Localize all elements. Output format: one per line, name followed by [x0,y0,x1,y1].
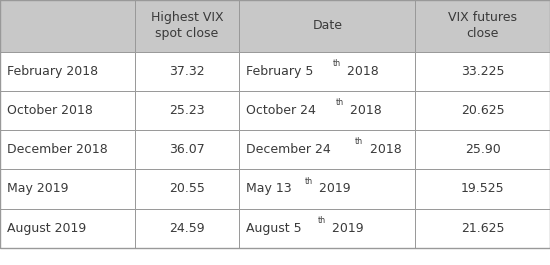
Text: 20.55: 20.55 [169,182,205,196]
Bar [415,52,550,91]
Text: May 13: May 13 [246,182,292,196]
Text: August 2019: August 2019 [7,222,86,235]
Text: Date: Date [312,19,342,32]
Text: May 2019: May 2019 [7,182,68,196]
Text: th: th [333,59,341,68]
Text: 24.59: 24.59 [169,222,205,235]
Bar [135,130,239,169]
Text: th: th [355,137,364,146]
Bar [0,0,135,52]
Text: December 2018: December 2018 [7,143,107,156]
Bar [415,209,550,248]
Bar [0,209,135,248]
Text: th: th [317,216,326,225]
Text: August 5: August 5 [246,222,301,235]
Bar [415,169,550,209]
Text: October 24: October 24 [246,104,316,117]
Text: 2019: 2019 [328,222,364,235]
Text: October 2018: October 2018 [7,104,92,117]
Text: th: th [305,176,313,186]
Bar [415,0,550,52]
Bar [239,91,415,130]
Bar [239,130,415,169]
Text: February 5: February 5 [246,65,313,78]
Text: 37.32: 37.32 [169,65,205,78]
Bar [415,130,550,169]
Text: th: th [336,98,344,107]
Bar [239,209,415,248]
Text: 2019: 2019 [315,182,351,196]
Bar [0,169,135,209]
Bar [135,0,239,52]
Text: February 2018: February 2018 [7,65,98,78]
Bar [415,91,550,130]
Text: VIX futures
close: VIX futures close [448,11,517,40]
Text: 21.625: 21.625 [461,222,504,235]
Bar [135,91,239,130]
Text: Highest VIX
spot close: Highest VIX spot close [151,11,223,40]
Text: 25.90: 25.90 [465,143,500,156]
Bar [0,130,135,169]
Bar [135,52,239,91]
Text: 2018: 2018 [346,104,382,117]
Bar [239,0,415,52]
Bar [135,209,239,248]
Text: 25.23: 25.23 [169,104,205,117]
Bar [239,52,415,91]
Text: 19.525: 19.525 [461,182,504,196]
Bar [0,52,135,91]
Text: 2018: 2018 [343,65,379,78]
Bar [135,169,239,209]
Bar [239,169,415,209]
Bar [0,91,135,130]
Text: 36.07: 36.07 [169,143,205,156]
Text: 2018: 2018 [366,143,402,156]
Text: 20.625: 20.625 [461,104,504,117]
Text: 33.225: 33.225 [461,65,504,78]
Text: December 24: December 24 [246,143,331,156]
